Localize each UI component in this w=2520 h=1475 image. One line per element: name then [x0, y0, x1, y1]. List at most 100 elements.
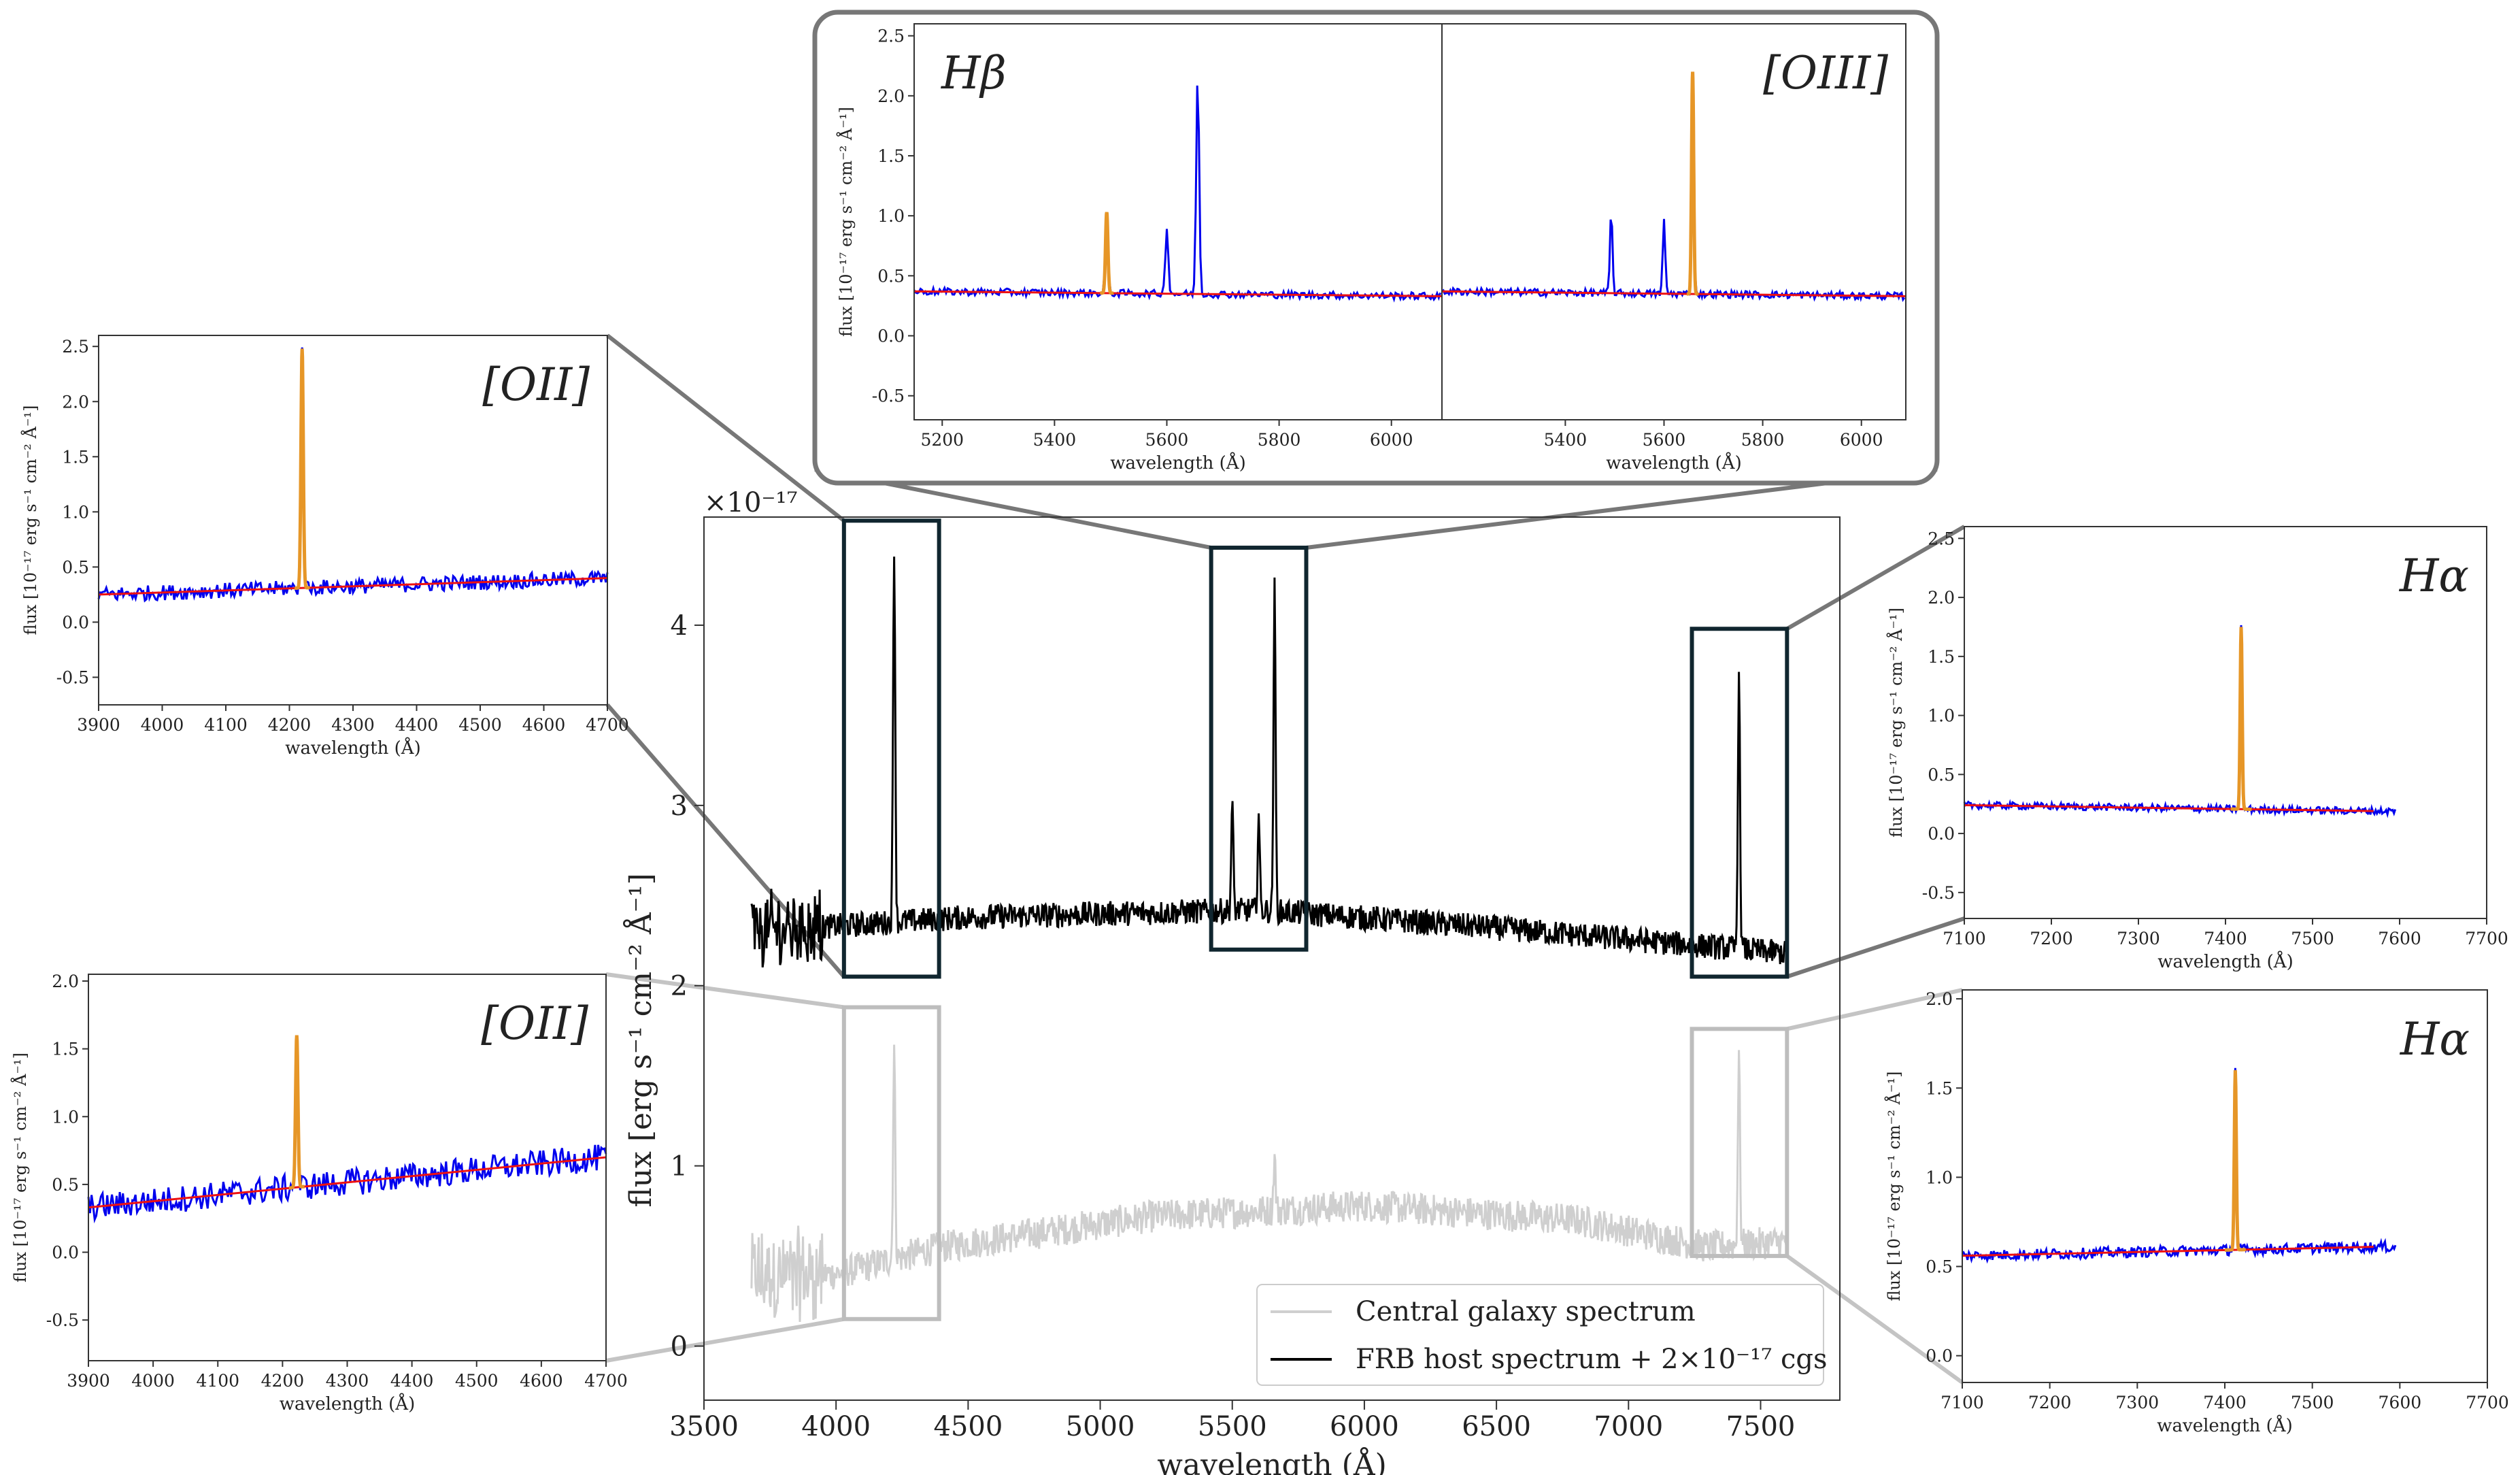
inset-title-label: [OIII]	[1763, 47, 1888, 99]
series-line-central-galaxy	[750, 1044, 1787, 1323]
inset-charts: 3900 4000 4100 4200 4300 4400 4500 4600 4700 -0.5…	[10, 10, 2509, 1436]
inset-x-tick-label: 6000	[1370, 430, 1413, 450]
inset-y-tick-label: 1.0	[877, 206, 905, 226]
oii-host-inset: 3900 4000 4100 4200 4300 4400 4500 4600 4700 -0.5…	[20, 335, 629, 759]
main-y-tick-label: 2	[671, 971, 688, 1002]
connector-line	[605, 972, 845, 1010]
hbeta-oiii-host-box	[1209, 546, 1309, 952]
inset-y-tick-label: 0.0	[52, 1243, 79, 1263]
inset-y-tick-label: 1.0	[62, 502, 89, 522]
inset-continuum-fit	[98, 577, 608, 596]
inset-line-fit	[1100, 212, 1114, 295]
inset-x-tick-label: 7500	[2291, 929, 2334, 948]
inset-y-tick-label: 1.5	[52, 1040, 79, 1059]
inset-x-tick-label: 4300	[326, 1371, 369, 1391]
inset-x-axis-label: wavelength (Å)	[285, 737, 420, 759]
inset-title-label: [OII]	[481, 997, 588, 1050]
inset-x-tick-label: 3900	[77, 715, 120, 735]
inset-y-axis-label: flux [10⁻¹⁷ erg s⁻¹ cm⁻² Å⁻¹]	[1884, 1071, 1904, 1301]
inset-y-tick-label: 0.5	[52, 1175, 79, 1195]
main-y-tick-label: 4	[671, 610, 688, 642]
inset-title-label: Hβ	[941, 47, 1007, 99]
halpha-central-inset: 7100 7200 7300 7400 7500 7600 7700 0.0 0.5 1.0 1.5…	[1884, 989, 2509, 1436]
inset-x-axis-label: wavelength (Å)	[1606, 452, 1741, 474]
inset-y-tick-label: 2.0	[62, 392, 89, 412]
main-x-tick-label: 7500	[1726, 1411, 1796, 1442]
inset-x-axis-label: wavelength (Å)	[1110, 452, 1245, 474]
inset-y-tick-label: 1.5	[62, 447, 89, 467]
inset-line-fit	[288, 1035, 305, 1190]
inset-x-tick-label: 7700	[2466, 1393, 2509, 1412]
inset-y-tick-label: 0.5	[877, 266, 905, 286]
inset-y-tick-label: 1.0	[1928, 706, 1955, 726]
inset-x-tick-label: 7600	[2379, 1393, 2422, 1412]
inset-x-tick-label: 7500	[2291, 1393, 2334, 1412]
inset-x-tick-label: 7300	[2117, 929, 2160, 948]
inset-x-tick-label: 4200	[268, 715, 312, 735]
inset-data-line	[97, 347, 609, 603]
inset-frame	[1441, 23, 1906, 420]
inset-x-tick-label: 5800	[1258, 430, 1301, 450]
main-y-tick-label: 1	[671, 1151, 688, 1182]
inset-continuum-fit	[88, 1156, 607, 1209]
connector-line	[1785, 1254, 1964, 1385]
inset-y-axis-label: flux [10⁻¹⁷ erg s⁻¹ cm⁻² Å⁻¹]	[1886, 608, 1906, 838]
inset-y-axis-label: flux [10⁻¹⁷ erg s⁻¹ cm⁻² Å⁻¹]	[20, 405, 40, 635]
inset-line-fit	[1686, 71, 1699, 296]
inset-x-tick-label: 4600	[522, 715, 566, 735]
inset-x-tick-label: 7600	[2378, 929, 2421, 948]
inset-continuum-fit	[1441, 290, 1906, 297]
series-line-frb-host	[750, 557, 1787, 967]
inset-y-tick-label: 2.0	[52, 972, 79, 991]
inset-x-tick-label: 7400	[2204, 929, 2247, 948]
inset-x-tick-label: 5600	[1643, 430, 1686, 450]
inset-y-tick-label: -0.5	[46, 1310, 79, 1330]
main-x-tick-label: 6500	[1462, 1411, 1531, 1442]
connector-line	[1786, 916, 1965, 979]
inset-y-tick-label: 0.0	[877, 327, 905, 346]
inset-data-line	[87, 1040, 607, 1224]
oii-central-inset: 3900 4000 4100 4200 4300 4400 4500 4600 4700 -0.5…	[10, 972, 628, 1414]
inset-x-tick-label: 4000	[131, 1371, 175, 1391]
inset-y-tick-label: 1.0	[52, 1107, 79, 1127]
inset-x-axis-label: wavelength (Å)	[280, 1393, 415, 1414]
inset-y-tick-label: -0.5	[56, 667, 89, 687]
inset-title-label: Hα	[2399, 550, 2469, 602]
hbeta-oiii-panel	[812, 10, 1940, 486]
main-y-tick-label: 0	[671, 1331, 688, 1363]
inset-y-tick-label: 0.0	[1926, 1346, 1953, 1366]
inset-x-tick-label: 5800	[1741, 430, 1785, 450]
inset-y-tick-label: 0.0	[62, 612, 89, 632]
inset-x-tick-label: 5600	[1145, 430, 1189, 450]
inset-title-label: [OII]	[482, 359, 590, 411]
main-plot-frame	[703, 516, 1841, 1401]
inset-x-tick-label: 7100	[1943, 929, 1986, 948]
inset-y-tick-label: 0.5	[1928, 765, 1955, 784]
inset-y-tick-label: 1.5	[1926, 1078, 1953, 1098]
connector-line	[1786, 988, 1963, 1031]
inset-x-tick-label: 4400	[395, 715, 439, 735]
main-x-tick-label: 4000	[801, 1411, 871, 1442]
halpha-central-box	[1690, 1027, 1790, 1259]
inset-continuum-fit	[1962, 1246, 2374, 1257]
inset-x-tick-label: 5400	[1033, 430, 1077, 450]
inset-y-tick-label: -0.5	[1922, 883, 1955, 903]
inset-y-tick-label: 1.0	[1926, 1167, 1953, 1187]
main-x-tick-label: 3500	[669, 1411, 739, 1442]
inset-x-tick-label: 7200	[2028, 1393, 2072, 1412]
inset-data-line	[1963, 625, 2397, 818]
inset-x-tick-label: 7400	[2203, 1393, 2247, 1412]
inset-x-axis-label: wavelength (Å)	[2157, 950, 2293, 972]
inset-x-tick-label: 4100	[196, 1371, 239, 1391]
inset-y-tick-label: 2.0	[877, 86, 905, 106]
oii-central-box	[841, 1005, 941, 1321]
inset-y-tick-label: 2.5	[62, 337, 89, 357]
inset-y-tick-label: 2.5	[877, 27, 905, 46]
inset-y-tick-label: 1.5	[877, 146, 905, 166]
inset-x-tick-label: 4500	[458, 715, 502, 735]
inset-x-tick-label: 4300	[331, 715, 375, 735]
inset-line-fit	[2225, 1070, 2247, 1252]
legend-entry: Central galaxy spectrum	[1356, 1296, 1696, 1327]
inset-y-tick-label: 0.5	[62, 557, 89, 577]
main-x-axis-label: wavelength (Å)	[1157, 1446, 1387, 1475]
